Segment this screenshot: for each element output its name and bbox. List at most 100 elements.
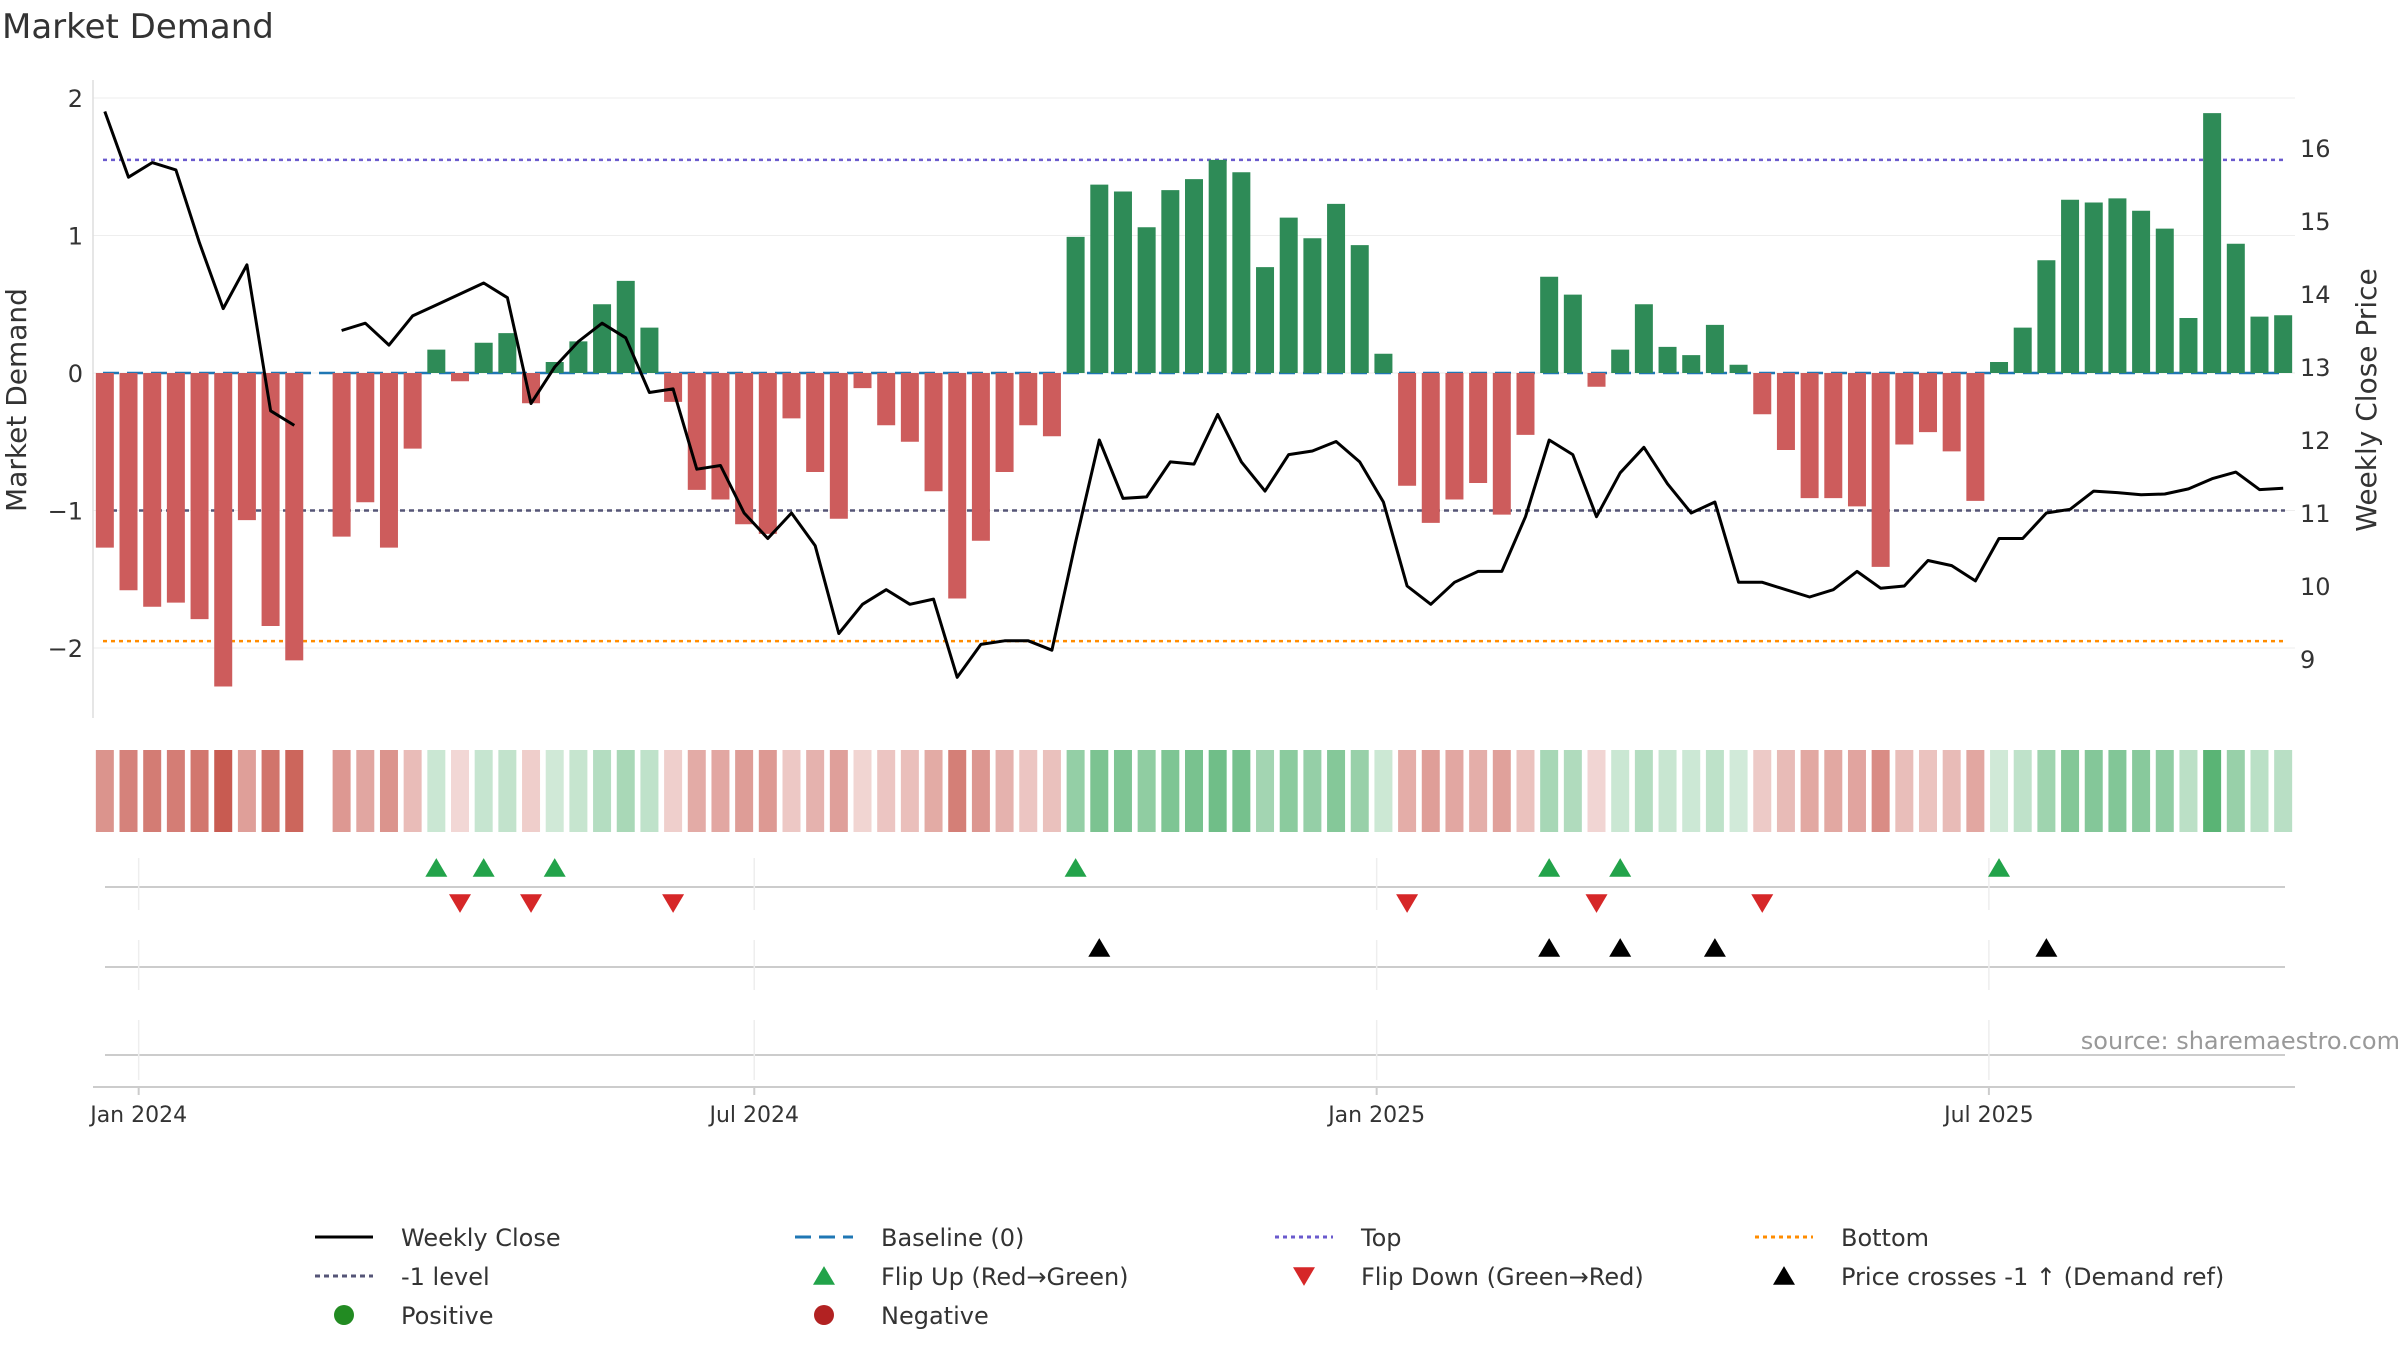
demand-bar <box>332 373 351 537</box>
heat-cell <box>1942 750 1961 832</box>
flip-up-marker <box>543 858 566 877</box>
heat-cell <box>143 750 162 832</box>
demand-bar <box>853 373 872 389</box>
y-tick-label-right: 16 <box>2300 135 2331 163</box>
demand-bar <box>1729 364 1748 373</box>
flip-down-marker <box>1751 894 1774 913</box>
demand-bar <box>1161 190 1180 373</box>
heat-cell <box>237 750 256 832</box>
demand-bar <box>1587 373 1606 387</box>
demand-bar <box>285 373 304 661</box>
heat-cell <box>166 750 185 832</box>
heat-cell <box>261 750 280 832</box>
demand-bar <box>1398 373 1417 486</box>
heat-cell <box>995 750 1014 832</box>
heat-cell <box>2061 750 2080 832</box>
demand-bar <box>1682 355 1701 373</box>
heat-cell <box>2226 750 2245 832</box>
price-cross-marker <box>1088 938 1111 957</box>
legend-item-positive: Positive <box>334 1302 494 1330</box>
y-tick-label-left: −2 <box>48 635 83 663</box>
demand-bar <box>1611 349 1630 373</box>
heat-cell <box>1398 750 1417 832</box>
legend-item-bottom: Bottom <box>1755 1224 1929 1252</box>
demand-bar <box>1919 373 1937 433</box>
heat-cell <box>1587 750 1606 832</box>
demand-bar <box>166 373 185 603</box>
legend-label: -1 level <box>401 1263 490 1291</box>
heat-cell <box>664 750 683 832</box>
heat-cell <box>2179 750 2198 832</box>
demand-bars <box>95 113 2293 687</box>
demand-bar <box>2274 315 2293 373</box>
demand-bar <box>640 327 659 373</box>
demand-bar <box>1303 238 1322 373</box>
heat-cell <box>1895 750 1914 832</box>
demand-bar <box>1563 294 1582 373</box>
legend-flip-down-swatch <box>1293 1267 1315 1286</box>
demand-bar <box>1421 373 1440 523</box>
heat-cell <box>1445 750 1464 832</box>
demand-bar <box>1540 276 1559 373</box>
y-tick-label-right: 15 <box>2300 208 2331 236</box>
demand-bar <box>1847 373 1866 507</box>
heat-cell <box>1208 750 1227 832</box>
heat-cell <box>498 750 517 832</box>
demand-bar <box>1208 159 1227 373</box>
heat-cell <box>616 750 635 832</box>
flip-down-marker <box>1585 894 1608 913</box>
legend-positive-swatch <box>334 1305 354 1325</box>
x-tick-label: Jan 2024 <box>88 1103 187 1128</box>
heat-cell <box>948 750 967 832</box>
heat-cell <box>593 750 612 832</box>
heat-cell <box>2084 750 2103 832</box>
demand-bar <box>1705 324 1724 373</box>
demand-bar <box>616 280 635 373</box>
heat-cell <box>1729 750 1748 832</box>
demand-bar <box>261 373 280 626</box>
heat-cell <box>285 750 304 832</box>
heat-cell <box>1327 750 1346 832</box>
demand-bar <box>1658 346 1677 373</box>
demand-bar <box>2013 327 2032 373</box>
heat-cell <box>1137 750 1156 832</box>
demand-bar <box>569 341 588 373</box>
heat-cell <box>735 750 754 832</box>
demand-bar <box>2203 113 2222 373</box>
demand-bar <box>119 373 138 591</box>
heat-cell <box>782 750 801 832</box>
heat-cell <box>1469 750 1488 832</box>
flip-down-marker <box>520 894 543 913</box>
demand-bar <box>2084 202 2103 373</box>
flip-up-marker <box>1609 858 1632 877</box>
demand-bar <box>758 373 777 534</box>
legend: Weekly Close Baseline (0) Top Bottom -1 leve… <box>315 1224 2224 1330</box>
heat-cell <box>1066 750 1085 832</box>
heat-cell <box>403 750 422 832</box>
demand-bar <box>379 373 398 548</box>
demand-bar <box>1990 362 2009 373</box>
x-axis: Jan 2024 Jul 2024 Jan 2025 Jul 2025 <box>88 1086 2295 1128</box>
demand-bar <box>2250 316 2269 373</box>
signal-lanes <box>105 858 2285 1080</box>
heat-cell <box>545 750 564 832</box>
demand-bar <box>829 373 848 519</box>
legend-label: Top <box>1360 1224 1402 1252</box>
heat-cell <box>1492 750 1511 832</box>
y-tick-label-left: 0 <box>68 360 83 388</box>
demand-bar <box>1350 245 1369 373</box>
heat-cell <box>1019 750 1038 832</box>
flip-down-marker <box>449 894 471 913</box>
demand-bar <box>1327 203 1346 373</box>
heat-cell <box>214 750 233 832</box>
demand-bar <box>1232 172 1251 373</box>
flip-up-marker <box>425 858 448 877</box>
legend-label: Bottom <box>1841 1224 1929 1252</box>
legend-label: Negative <box>881 1302 989 1330</box>
legend-label: Baseline (0) <box>881 1224 1024 1252</box>
heat-cell <box>451 750 469 832</box>
heat-cell <box>2155 750 2174 832</box>
heat-cell <box>2013 750 2032 832</box>
heat-cell <box>877 750 896 832</box>
